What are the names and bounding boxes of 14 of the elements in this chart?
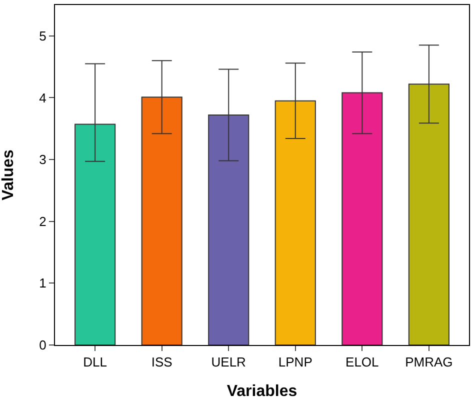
y-tick-label: 5 — [39, 28, 46, 44]
y-tick-label: 3 — [39, 152, 46, 168]
x-tick-label: DLL — [83, 354, 107, 370]
y-tick-label: 1 — [39, 276, 46, 291]
y-axis-title: Values — [0, 150, 17, 200]
x-tick-label: UELR — [211, 354, 246, 370]
y-tick-label: 0 — [39, 338, 46, 353]
y-tick-label: 4 — [39, 90, 46, 106]
x-tick-label: ISS — [151, 354, 173, 370]
x-tick-label: ELOL — [346, 354, 379, 370]
x-axis-title: Variables — [226, 383, 298, 400]
x-tick-label: PMRAG — [405, 354, 453, 370]
y-tick-label: 2 — [39, 214, 46, 229]
x-tick-label: LPNP — [278, 354, 312, 370]
